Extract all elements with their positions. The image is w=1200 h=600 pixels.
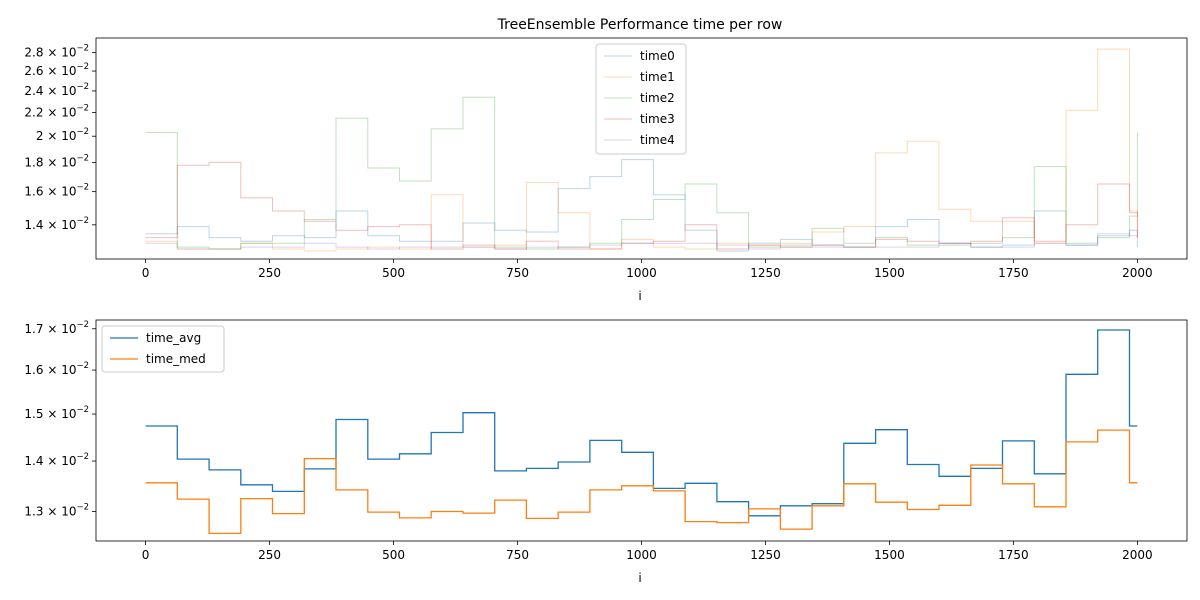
legend: time0 time1 time2 time3 time4: [595, 43, 687, 155]
y-tick-label: 1.6 × 10−2: [24, 361, 89, 377]
x-axis: 0 250 500 750 1000 1250 1500 1750 2000: [142, 541, 1153, 562]
legend-label-time_avg: time_avg: [146, 331, 201, 345]
y-tick-label: 1.5 × 10−2: [24, 405, 89, 421]
x-tick-label: 0: [142, 548, 150, 562]
x-axis: 0 250 500 750 1000 1250 1500 1750 2000: [142, 259, 1153, 280]
legend-label-time1: time1: [640, 70, 675, 84]
y-tick-label: 2.6 × 10−2: [24, 62, 89, 78]
x-tick-label: 1250: [750, 548, 781, 562]
series-line-time_med: [145, 429, 1138, 535]
series-line-time0: [145, 159, 1138, 252]
legend-label-time0: time0: [640, 49, 675, 63]
series-lines: [145, 48, 1138, 252]
y-tick-label: 1.7 × 10−2: [24, 320, 89, 336]
series-line-time3: [145, 161, 1138, 250]
y-tick-label: 2.8 × 10−2: [24, 44, 89, 60]
y-tick-label: 1.3 × 10−2: [24, 503, 89, 519]
legend-label-time4: time4: [640, 133, 675, 147]
x-tick-label: 1500: [874, 266, 905, 280]
x-tick-label: 250: [258, 266, 281, 280]
y-tick-label: 2.4 × 10−2: [24, 82, 89, 98]
legend-box: [595, 43, 687, 155]
x-axis-label: i: [638, 571, 641, 585]
y-tick-label: 2 × 10−2: [36, 127, 89, 143]
series-line-time1: [145, 48, 1138, 252]
chart-top: TreeEnsemble Performance time per row 0 2…: [24, 17, 1188, 303]
chart-bottom: 0 250 500 750 1000 1250 1500 1750 2000 1.3 × 10−…: [24, 319, 1188, 585]
legend-label-time3: time3: [640, 112, 675, 126]
y-tick-label: 1.8 × 10−2: [24, 153, 89, 169]
x-tick-label: 250: [258, 548, 281, 562]
series-line-time4: [145, 233, 1138, 250]
series-line-time2: [145, 96, 1138, 250]
x-tick-label: 750: [506, 266, 529, 280]
x-tick-label: 2000: [1122, 266, 1153, 280]
x-tick-label: 0: [142, 266, 150, 280]
x-tick-label: 1000: [626, 266, 657, 280]
x-tick-label: 2000: [1122, 548, 1153, 562]
x-axis-label: i: [638, 289, 641, 303]
x-tick-label: 750: [506, 548, 529, 562]
series-line-time_avg: [145, 329, 1138, 517]
x-tick-label: 500: [382, 548, 405, 562]
y-tick-label: 1.4 × 10−2: [24, 216, 89, 232]
x-tick-label: 1500: [874, 548, 905, 562]
y-tick-label: 1.6 × 10−2: [24, 183, 89, 199]
y-axis: 1.4 × 10−2 1.6 × 10−2 1.8 × 10−2 2 × 10−2 2.…: [24, 44, 96, 232]
series-lines: [145, 329, 1138, 535]
legend-label-time_med: time_med: [146, 352, 206, 366]
x-tick-label: 1750: [998, 548, 1029, 562]
y-axis: 1.3 × 10−2 1.4 × 10−2 1.5 × 10−2 1.6 × 10−2…: [24, 320, 96, 519]
x-tick-label: 1750: [998, 266, 1029, 280]
x-tick-label: 500: [382, 266, 405, 280]
x-tick-label: 1000: [626, 548, 657, 562]
y-tick-label: 1.4 × 10−2: [24, 452, 89, 468]
x-tick-label: 1250: [750, 266, 781, 280]
legend: time_avg time_med: [101, 325, 225, 373]
y-tick-label: 2.2 × 10−2: [24, 104, 89, 120]
legend-label-time2: time2: [640, 91, 675, 105]
chart-title: TreeEnsemble Performance time per row: [497, 17, 783, 33]
